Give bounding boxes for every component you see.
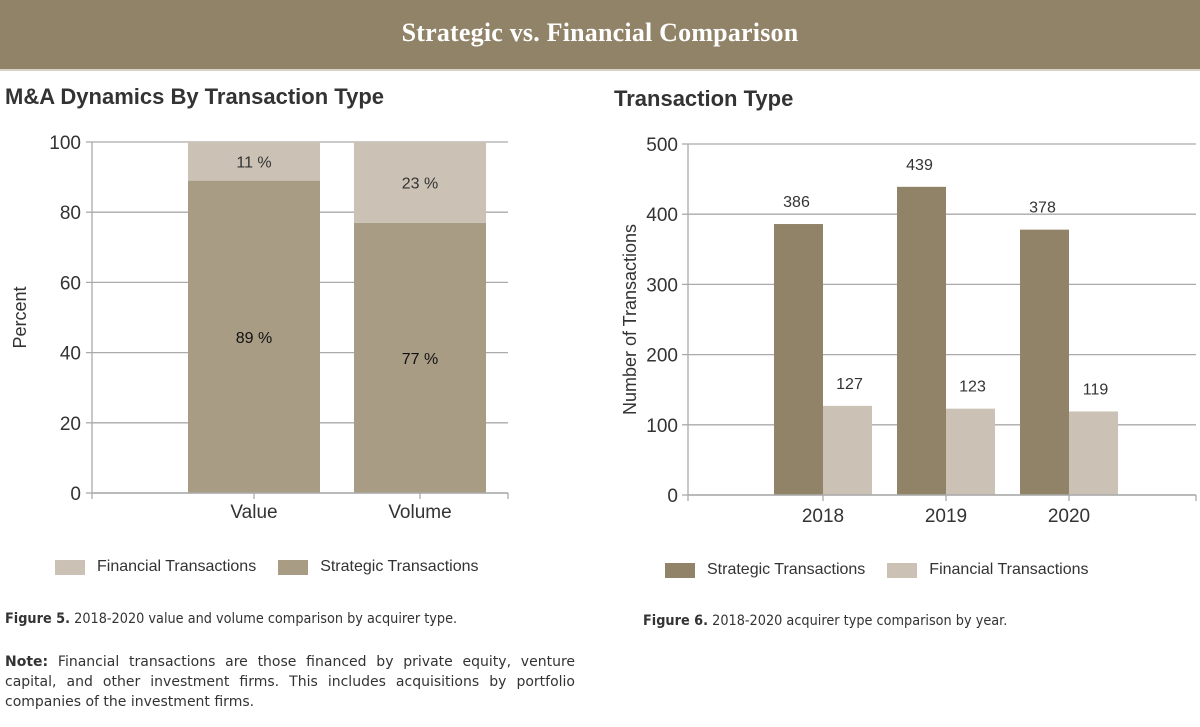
y-tick-label: 100 <box>49 133 81 154</box>
banner-title: Strategic vs. Financial Comparison <box>401 18 799 47</box>
note-label: Note: <box>5 654 49 670</box>
caption-text: 2018-2020 acquirer type comparison by ye… <box>708 613 1008 629</box>
bar-financial <box>823 405 872 495</box>
legend-label: Strategic Transactions <box>707 561 866 578</box>
note-text: Financial transactions are those finance… <box>5 654 575 710</box>
y-tick-label: 400 <box>646 205 678 226</box>
bar-strategic <box>1020 229 1069 496</box>
x-tick-label: Volume <box>388 502 451 523</box>
data-label: 439 <box>906 157 933 174</box>
figure5-title: M&A Dynamics By Transaction Type <box>5 84 384 109</box>
bar-financial <box>188 142 320 181</box>
legend-item-financial: Financial Transactions <box>887 561 1088 579</box>
legend-item-strategic: Strategic Transactions <box>278 558 478 576</box>
bar-strategic <box>188 180 320 494</box>
caption-label: Figure 5. <box>5 611 71 627</box>
data-label: 378 <box>1029 200 1056 217</box>
y-tick-label: 40 <box>60 344 81 365</box>
bar-strategic <box>897 186 946 495</box>
data-label: 77 % <box>402 351 438 368</box>
legend-item-financial: Financial Transactions <box>55 558 256 576</box>
legend-label: Financial Transactions <box>97 558 257 575</box>
y-tick-label: 0 <box>70 484 81 505</box>
bar-financial <box>1069 411 1118 495</box>
y-tick-label: 500 <box>646 135 678 156</box>
legend-label: Financial Transactions <box>929 561 1089 578</box>
x-tick-label: Value <box>230 502 277 523</box>
y-axis-label: Percent <box>10 286 30 348</box>
legend-swatch-strategic <box>665 562 695 578</box>
legend-swatch-financial <box>887 562 918 578</box>
y-tick-label: 200 <box>646 346 678 367</box>
y-axis-label: Number of Transactions <box>620 224 640 415</box>
note-paragraph: Note: Financial transactions are those f… <box>5 652 575 712</box>
data-label: 386 <box>783 194 810 211</box>
legend-swatch-financial <box>55 559 85 575</box>
caption-text: 2018-2020 value and volume comparison by… <box>70 611 458 627</box>
bar-financial <box>354 142 486 223</box>
y-tick-label: 300 <box>646 275 678 296</box>
data-label: 11 % <box>236 154 271 171</box>
y-tick-label: 80 <box>60 203 81 224</box>
figure6-title: Transaction Type <box>614 86 794 111</box>
header-banner: Strategic vs. Financial Comparison <box>0 0 1200 71</box>
data-label: 119 <box>1083 381 1109 398</box>
data-label: 23 % <box>402 175 438 192</box>
data-label: 123 <box>959 379 986 396</box>
legend-label: Strategic Transactions <box>320 558 479 575</box>
figure5-chart: 0 20 40 60 80 100 Percent 89 % 11 % Value 77 % 23 %… <box>10 133 509 523</box>
figure5-caption: Figure 5. 2018-2020 value and volume com… <box>5 611 457 627</box>
y-tick-label: 0 <box>667 486 678 507</box>
legend-swatch-strategic <box>278 559 309 575</box>
y-tick-label: 60 <box>60 273 81 294</box>
bar-financial <box>946 408 995 495</box>
x-tick-label: 2019 <box>925 506 967 527</box>
bar-strategic <box>354 222 486 494</box>
x-tick-label: 2020 <box>1048 506 1090 527</box>
figure6-legend: Strategic Transactions Financial Transac… <box>665 561 1110 579</box>
y-tick-label: 100 <box>646 416 678 437</box>
figure6-caption: Figure 6. 2018-2020 acquirer type compar… <box>643 613 1007 629</box>
legend-item-strategic: Strategic Transactions <box>665 561 865 579</box>
figure5-legend: Financial Transactions Strategic Transac… <box>55 558 500 576</box>
data-label: 89 % <box>236 330 272 347</box>
data-label: 127 <box>836 376 863 393</box>
figure6-chart: 0 100 200 300 400 500 Number of Transactions 38… <box>620 135 1197 527</box>
caption-label: Figure 6. <box>643 613 709 629</box>
bar-strategic <box>774 224 823 495</box>
x-tick-label: 2018 <box>802 506 844 527</box>
y-tick-label: 20 <box>60 414 81 435</box>
